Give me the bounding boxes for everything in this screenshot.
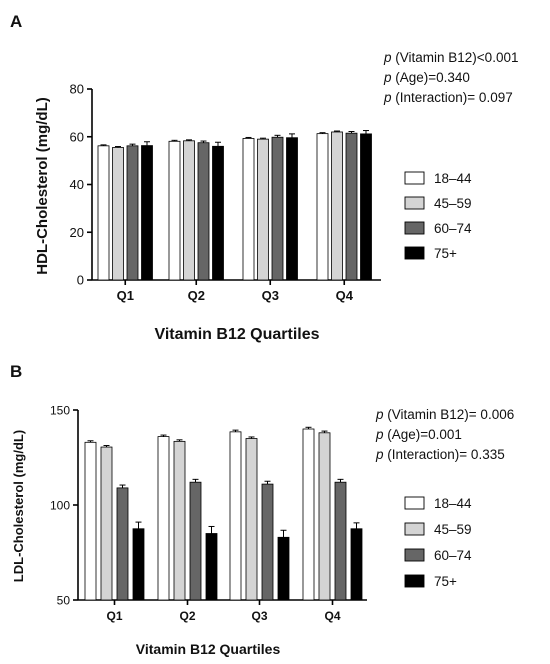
panel-b-bar — [261, 483, 274, 601]
panel-b-y-axis-label: LDL-Cholesterol (mg/dL) — [11, 430, 26, 582]
panel-a-axes: 0 20 40 60 80 Q1 Q2 Q3 Q4 — [70, 82, 381, 303]
panel-b-category-label: Q4 — [324, 609, 340, 623]
panel-b-bar — [277, 536, 290, 601]
panel-b-bar — [350, 528, 363, 601]
panel-b-stat-line: p (Age)=0.001 — [375, 427, 462, 442]
panel-b-bar — [116, 487, 129, 601]
panel-a-legend-swatch — [404, 221, 425, 235]
panel-a-bar — [183, 140, 195, 281]
panel-b-stat-line: p (Interaction)= 0.335 — [375, 447, 505, 462]
panel-b-stat-p: p — [375, 407, 384, 422]
panel-a-bar — [360, 133, 372, 281]
panel-a-y-axis-label: HDL-Cholesterol (mg/dL) — [34, 97, 51, 275]
panel-b-legend-label: 18–44 — [434, 496, 472, 511]
panel-a-bar — [271, 136, 284, 281]
panel-a-stat-value: (Age)=0.340 — [392, 70, 470, 85]
panel-b-stat-value: (Age)=0.001 — [384, 427, 462, 442]
panel-a-bar — [197, 142, 210, 281]
panel-b-bar — [157, 436, 170, 601]
panel-b-legend-label: 60–74 — [434, 548, 472, 563]
panel-a: A HDL-Cholesterol (mg/dL) Vitamin B12 Qu… — [10, 12, 518, 343]
panel-b-bar — [173, 440, 186, 601]
panel-b-bar — [189, 481, 202, 601]
panel-a-bar — [257, 138, 269, 281]
panel-a-bar — [345, 132, 358, 281]
panel-a-stat-p: p — [383, 50, 392, 65]
panel-b-bar — [318, 432, 331, 601]
panel-a-stat-value: (Interaction)= 0.097 — [392, 90, 513, 105]
panel-a-legend-swatch — [404, 171, 425, 185]
panel-b-legend-swatch — [404, 522, 425, 536]
panel-a-bar — [316, 133, 329, 281]
panel-a-stat-p: p — [383, 70, 392, 85]
panel-b-legend-label: 45–59 — [434, 522, 472, 537]
panel-a-x-axis-label: Vitamin B12 Quartiles — [154, 326, 319, 343]
panel-b-bars — [84, 426, 363, 601]
panel-b-stat-line: p (Vitamin B12)= 0.006 — [375, 407, 514, 422]
panel-a-y-tick-label: 80 — [70, 82, 84, 97]
panel-a-category-label: Q2 — [188, 288, 205, 303]
panel-b-y-tick-label: 150 — [50, 404, 70, 418]
panel-a-bar — [97, 145, 110, 281]
panel-b-bar — [229, 431, 242, 601]
panel-b: B LDL-Cholesterol (mg/dL) Vitamin B12 Qu… — [10, 362, 514, 657]
panel-b-legend-label: 75+ — [434, 574, 457, 589]
panel-a-category-label: Q3 — [262, 288, 279, 303]
panel-a-legend: 18–44 45–59 60–74 75+ — [404, 171, 472, 261]
panel-b-bar — [302, 428, 315, 601]
panel-a-legend-label: 60–74 — [434, 221, 472, 236]
panel-b-stat-value: (Interaction)= 0.335 — [384, 447, 505, 462]
panel-b-y-tick-label: 100 — [50, 499, 70, 513]
panel-a-label: A — [10, 12, 22, 31]
panel-a-category-label: Q1 — [117, 288, 134, 303]
panel-b-legend-swatch — [404, 574, 425, 588]
panel-a-y-tick-label: 60 — [70, 129, 84, 144]
panel-b-stat-p: p — [375, 447, 384, 462]
panel-b-legend-swatch — [404, 548, 425, 562]
panel-a-stat-line: p (Interaction)= 0.097 — [383, 90, 513, 105]
panel-a-stat-p: p — [383, 90, 392, 105]
panel-a-stat-line: p (Age)=0.340 — [383, 70, 470, 85]
panel-b-category-label: Q2 — [179, 609, 195, 623]
panel-b-axes: 50 100 150 Q1 Q2 Q3 Q4 — [50, 404, 367, 623]
panel-b-label: B — [10, 362, 22, 381]
panel-b-category-label: Q1 — [106, 609, 122, 623]
panel-a-stat-value: (Vitamin B12)<0.001 — [392, 50, 519, 65]
panel-b-bar — [100, 446, 113, 601]
panel-b-bar — [84, 441, 97, 601]
panel-a-category-label: Q4 — [336, 288, 354, 303]
panel-b-x-axis-label: Vitamin B12 Quartiles — [136, 641, 281, 657]
panel-a-bar — [112, 147, 124, 281]
panel-a-bar — [168, 140, 181, 281]
panel-a-y-tick-label: 20 — [70, 225, 84, 240]
panel-a-bar — [331, 131, 343, 281]
panel-b-bar — [205, 533, 218, 601]
panel-a-bar — [286, 137, 298, 281]
panel-b-stat-p: p — [375, 427, 384, 442]
panel-a-y-tick-label: 40 — [70, 177, 84, 192]
panel-a-y-tick-label: 0 — [77, 273, 84, 288]
panel-a-bar — [212, 145, 224, 281]
panel-a-bar — [242, 138, 255, 281]
panel-a-bar — [126, 145, 139, 281]
panel-a-legend-label: 75+ — [434, 246, 457, 261]
panel-b-category-label: Q3 — [251, 609, 267, 623]
panel-b-legend-swatch — [404, 496, 425, 510]
panel-a-legend-swatch — [404, 196, 425, 210]
panel-a-legend-label: 18–44 — [434, 171, 472, 186]
panel-a-stat-line: p (Vitamin B12)<0.001 — [383, 50, 518, 65]
panel-b-bar — [334, 481, 347, 601]
panel-a-bar — [141, 145, 153, 281]
panel-b-legend: 18–44 45–59 60–74 75+ — [404, 496, 472, 589]
panel-a-legend-label: 45–59 — [434, 196, 472, 211]
panel-a-legend-swatch — [404, 246, 425, 260]
panel-b-y-tick-label: 50 — [57, 594, 71, 608]
panel-a-bars — [97, 130, 372, 281]
panel-b-bar — [245, 438, 258, 601]
panel-b-stat-value: (Vitamin B12)= 0.006 — [384, 407, 515, 422]
panel-b-bar — [132, 528, 145, 601]
